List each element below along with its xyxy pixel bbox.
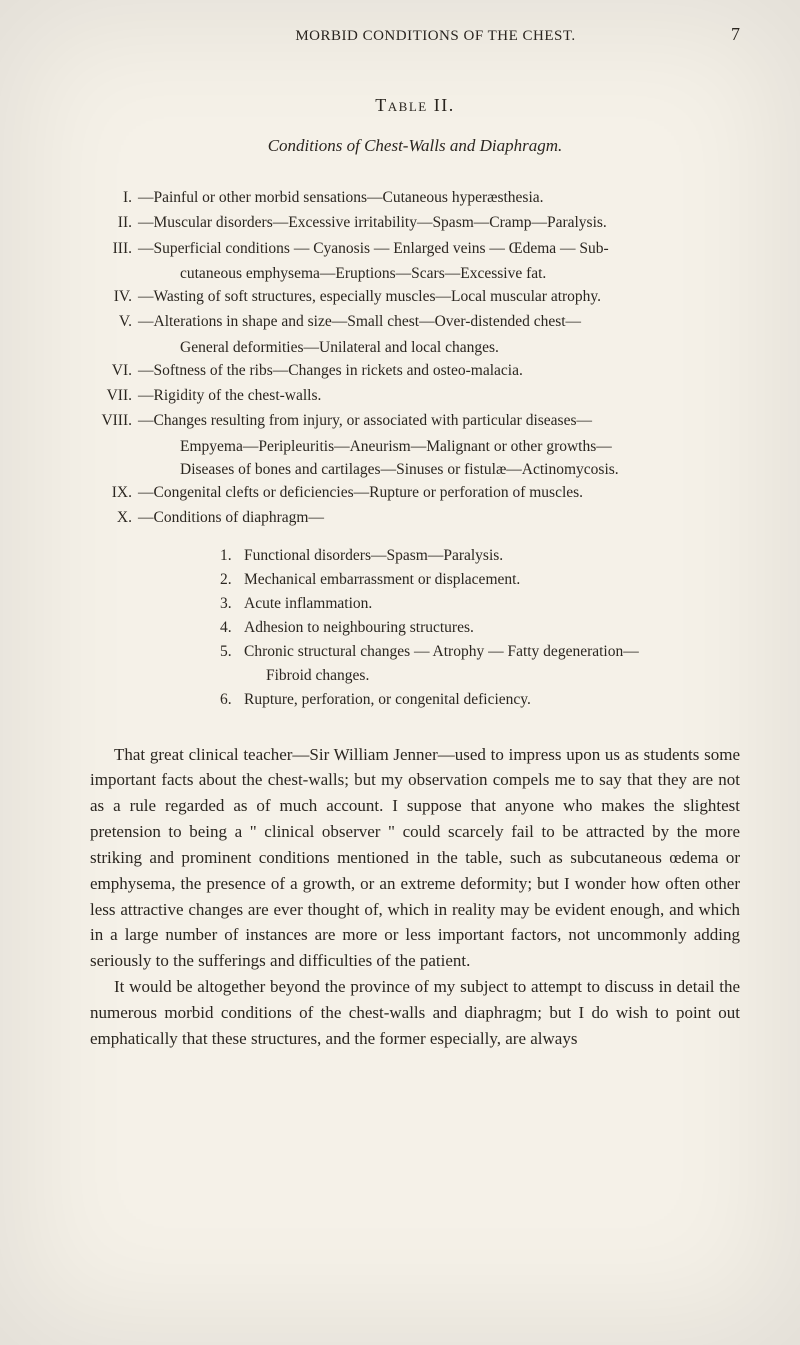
table-of-contents: I.—Painful or other morbid sensations—Cu…: [90, 186, 740, 530]
toc-roman: I.: [90, 186, 138, 209]
toc-text: —Softness of the ribs—Changes in rickets…: [138, 359, 740, 382]
toc-continuation: Diseases of bones and cartilages—Sinuses…: [90, 458, 740, 481]
toc-item: III.—Superficial conditions — Cyanosis —…: [90, 237, 740, 260]
toc-continuation: cutaneous emphysema—Eruptions—Scars—Exce…: [90, 262, 740, 285]
sublist-num: 4.: [220, 616, 244, 640]
toc-item: V.—Alterations in shape and size—Small c…: [90, 310, 740, 333]
sublist-num: 6.: [220, 688, 244, 712]
page-number: 7: [731, 24, 740, 45]
sublist-num: 1.: [220, 544, 244, 568]
sublist-item: 3.Acute inflammation.: [90, 592, 740, 616]
sublist-num: 5.: [220, 640, 244, 664]
toc-item: VII.—Rigidity of the chest-walls.: [90, 384, 740, 407]
toc-roman: III.: [90, 237, 138, 260]
toc-item: II.—Muscular disorders—Excessive irritab…: [90, 211, 740, 234]
sublist-item: 2.Mechanical embarrassment or displaceme…: [90, 568, 740, 592]
toc-item: VIII.—Changes resulting from injury, or …: [90, 409, 740, 432]
body-text: That great clinical teacher—Sir William …: [90, 742, 740, 1052]
toc-text: —Painful or other morbid sensations—Cuta…: [138, 186, 740, 209]
toc-text: —Rigidity of the chest-walls.: [138, 384, 740, 407]
toc-text: —Muscular disorders—Excessive irritabili…: [138, 211, 740, 234]
toc-text: —Congenital clefts or deficiencies—Ruptu…: [138, 481, 740, 504]
sublist-num: 2.: [220, 568, 244, 592]
page-container: MORBID CONDITIONS OF THE CHEST. 7 Table …: [0, 0, 800, 1092]
toc-item: IV.—Wasting of soft structures, especial…: [90, 285, 740, 308]
sublist-num: 3.: [220, 592, 244, 616]
toc-roman: X.: [90, 506, 138, 529]
toc-roman: VII.: [90, 384, 138, 407]
sublist-text: Functional disorders—Spasm—Paralysis.: [244, 544, 503, 568]
toc-item: I.—Painful or other morbid sensations—Cu…: [90, 186, 740, 209]
toc-text: —Conditions of diaphragm—: [138, 506, 740, 529]
sublist-text: Chronic structural changes — Atrophy — F…: [244, 640, 639, 664]
diaphragm-sublist: 1.Functional disorders—Spasm—Paralysis.2…: [90, 544, 740, 712]
toc-text: —Changes resulting from injury, or assoc…: [138, 409, 740, 432]
sublist-text: Adhesion to neighbouring structures.: [244, 616, 474, 640]
sublist-continuation: Fibroid changes.: [90, 664, 740, 688]
sublist-item: 4.Adhesion to neighbouring structures.: [90, 616, 740, 640]
page-header: MORBID CONDITIONS OF THE CHEST. 7: [90, 24, 740, 45]
toc-text: —Superficial conditions — Cyanosis — Enl…: [138, 237, 740, 260]
toc-text: —Alterations in shape and size—Small che…: [138, 310, 740, 333]
sublist-text: Rupture, perforation, or congenital defi…: [244, 688, 531, 712]
sublist-item: 5.Chronic structural changes — Atrophy —…: [90, 640, 740, 664]
toc-continuation: General deformities—Unilateral and local…: [90, 336, 740, 359]
toc-item: X.—Conditions of diaphragm—: [90, 506, 740, 529]
sublist-item: 1.Functional disorders—Spasm—Paralysis.: [90, 544, 740, 568]
table-subtitle: Conditions of Chest-Walls and Diaphragm.: [90, 136, 740, 156]
body-paragraph-1: That great clinical teacher—Sir William …: [90, 742, 740, 974]
body-paragraph-2: It would be altogether beyond the provin…: [90, 974, 740, 1051]
toc-roman: II.: [90, 211, 138, 234]
toc-roman: V.: [90, 310, 138, 333]
toc-roman: VIII.: [90, 409, 138, 432]
toc-roman: IV.: [90, 285, 138, 308]
toc-continuation: Empyema—Peripleuritis—Aneurism—Malignant…: [90, 435, 740, 458]
toc-text: —Wasting of soft structures, especially …: [138, 285, 740, 308]
toc-item: VI.—Softness of the ribs—Changes in rick…: [90, 359, 740, 382]
sublist-text: Mechanical embarrassment or displacement…: [244, 568, 520, 592]
table-title: Table II.: [90, 95, 740, 116]
toc-roman: VI.: [90, 359, 138, 382]
toc-item: IX.—Congenital clefts or deficiencies—Ru…: [90, 481, 740, 504]
sublist-item: 6.Rupture, perforation, or congenital de…: [90, 688, 740, 712]
toc-roman: IX.: [90, 481, 138, 504]
running-title: MORBID CONDITIONS OF THE CHEST.: [90, 28, 731, 45]
sublist-text: Acute inflammation.: [244, 592, 372, 616]
